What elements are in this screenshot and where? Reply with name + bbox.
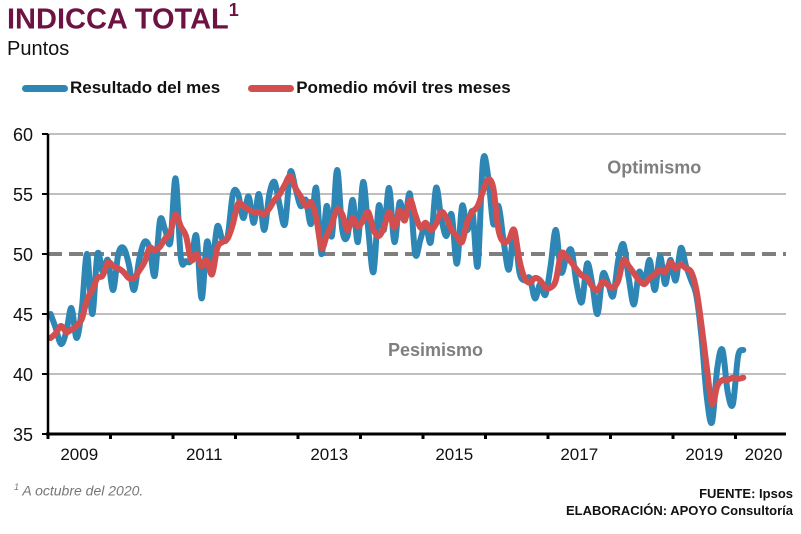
- elaboration-text: ELABORACIÓN: APOYO Consultoría: [565, 503, 793, 518]
- x-tick-label: 2011: [186, 445, 223, 464]
- chart-title-text: INDICCA TOTAL: [7, 3, 229, 36]
- footnote: 1 A octubre del 2020.: [14, 482, 143, 499]
- y-tick-label: 60: [13, 125, 33, 145]
- source-text: FUENTE: Ipsos: [699, 486, 793, 501]
- x-axis-ticks: [46, 434, 737, 439]
- y-axis-labels: 35 40 45 50 55 60: [13, 125, 33, 445]
- y-tick-label: 50: [13, 245, 33, 265]
- x-tick-label: 2015: [435, 445, 473, 464]
- x-tick-label: 2013: [310, 445, 348, 464]
- series-line-moving-average: [47, 173, 747, 408]
- chart-title: INDICCA TOTAL1: [7, 0, 239, 37]
- legend: Resultado del mes Pomedio móvil tres mes…: [22, 78, 539, 98]
- y-tick-label: 35: [13, 425, 33, 445]
- x-tick-label: 2017: [560, 445, 598, 464]
- legend-swatch-moving-average: [248, 84, 295, 92]
- legend-swatch-monthly: [22, 84, 68, 92]
- annotation-optimismo: Optimismo: [607, 158, 701, 178]
- annotation-pesimismo: Pesimismo: [388, 340, 483, 360]
- legend-item-monthly: Resultado del mes: [22, 78, 220, 98]
- gridlines: [42, 133, 786, 435]
- y-tick-label: 55: [13, 185, 33, 205]
- footnote-marker: 1: [14, 482, 20, 492]
- annotations: Optimismo Pesimismo: [388, 158, 701, 360]
- source-block: FUENTE: Ipsos ELABORACIÓN: APOYO Consult…: [566, 485, 793, 519]
- chart-subtitle: Puntos: [7, 38, 70, 60]
- footnote-text: A octubre del 2020.: [19, 482, 144, 499]
- x-tick-label: 2009: [60, 445, 98, 464]
- x-tick-label: 2020: [745, 445, 783, 464]
- legend-label-moving-average: Pomedio móvil tres meses: [296, 78, 511, 97]
- legend-item-moving-average: Pomedio móvil tres meses: [248, 78, 511, 98]
- legend-label-monthly: Resultado del mes: [70, 78, 221, 97]
- y-tick-label: 45: [13, 305, 33, 325]
- x-tick-label: 2019: [685, 445, 723, 464]
- y-tick-label: 40: [13, 365, 33, 385]
- x-axis-labels: 2009 2011 2013 2015 2017 2019 2020: [60, 445, 782, 464]
- series-line-monthly: [47, 153, 747, 426]
- title-footnote-marker: 1: [228, 0, 239, 20]
